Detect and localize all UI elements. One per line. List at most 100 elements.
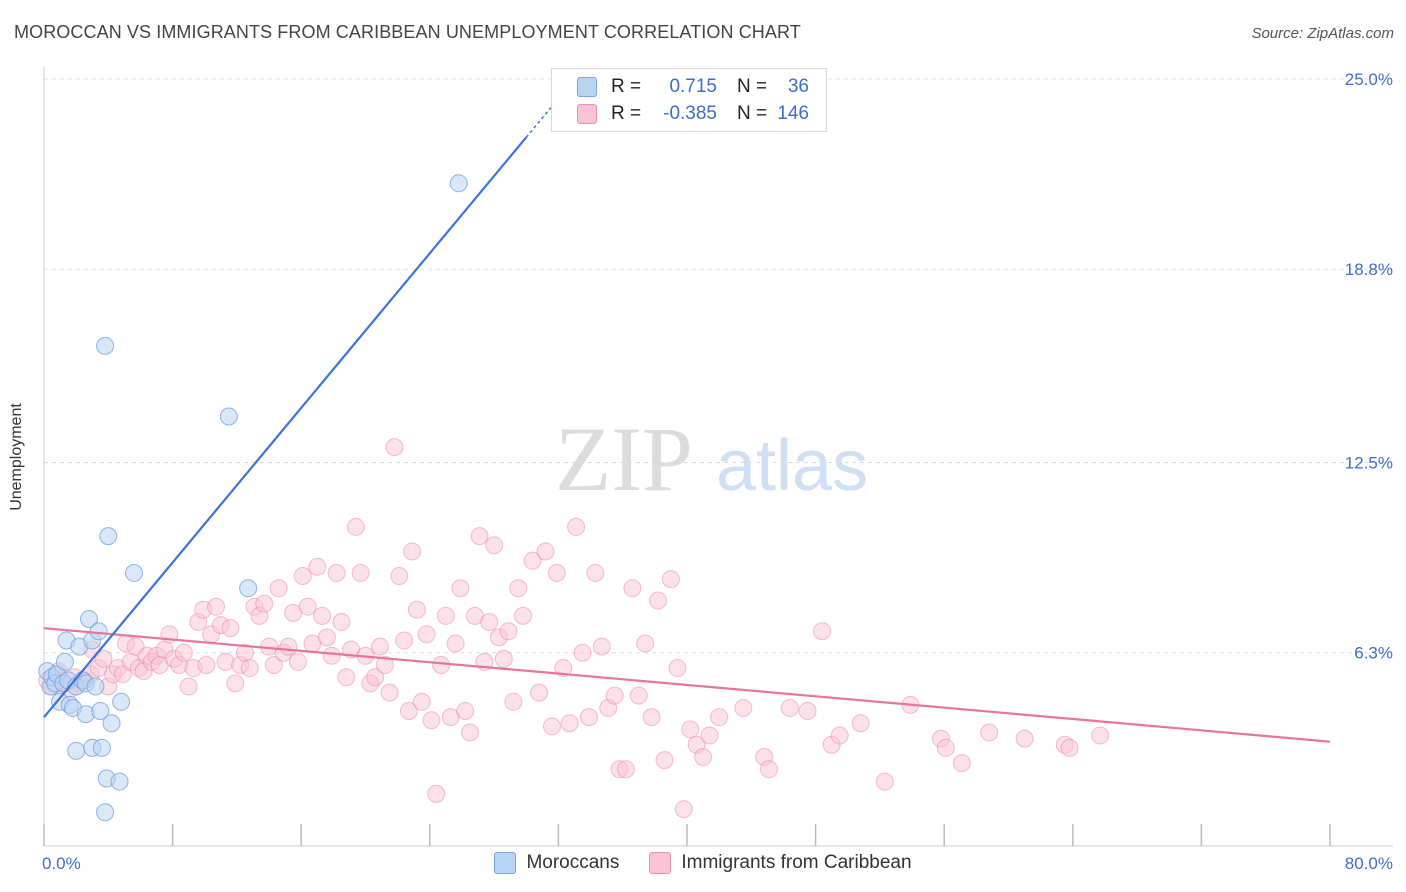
moroccan-point bbox=[86, 677, 105, 696]
caribbean-point bbox=[694, 748, 713, 767]
caribbean-point bbox=[700, 726, 719, 745]
legend-item-moroccans[interactable]: Moroccans bbox=[494, 852, 619, 874]
legend-item-caribbean[interactable]: Immigrants from Caribbean bbox=[649, 852, 912, 874]
watermark-zip: ZIP bbox=[555, 408, 693, 510]
caribbean-point bbox=[207, 597, 226, 616]
stats-swatch-moroccans bbox=[577, 77, 597, 97]
caribbean-point bbox=[623, 579, 642, 598]
legend: Moroccans Immigrants from Caribbean bbox=[0, 852, 1406, 874]
caribbean-point bbox=[432, 655, 451, 674]
caribbean-point bbox=[370, 637, 389, 656]
n-label: N = bbox=[737, 76, 768, 97]
moroccan-point bbox=[96, 336, 115, 355]
caribbean-point bbox=[547, 563, 566, 582]
caribbean-point bbox=[427, 784, 446, 803]
caribbean-point bbox=[542, 717, 561, 736]
legend-swatch-caribbean bbox=[649, 852, 672, 874]
watermark-atlas: atlas bbox=[716, 426, 868, 506]
moroccan-point bbox=[125, 563, 144, 582]
caribbean-point bbox=[264, 655, 283, 674]
caribbean-point bbox=[586, 563, 605, 582]
caribbean-point bbox=[780, 698, 799, 717]
caribbean-point bbox=[351, 563, 370, 582]
caribbean-point bbox=[456, 702, 475, 721]
caribbean-point bbox=[485, 536, 504, 555]
caribbean-point bbox=[759, 760, 778, 779]
caribbean-point bbox=[649, 591, 668, 610]
caribbean-point bbox=[509, 579, 528, 598]
grid-lines bbox=[44, 78, 1393, 654]
caribbean-point bbox=[375, 655, 394, 674]
caribbean-point bbox=[317, 628, 336, 647]
moroccan-point bbox=[239, 579, 258, 598]
trend-lines bbox=[43, 98, 1331, 743]
tick-labels: 6.3% 12.5% 18.8% 25.0% 0.0% 80.0% bbox=[42, 70, 1393, 873]
r-value: 0.715 bbox=[669, 76, 717, 97]
caribbean-point bbox=[240, 659, 259, 678]
caribbean-point bbox=[936, 738, 955, 757]
moroccan-trend-extension bbox=[525, 98, 559, 138]
caribbean-point bbox=[385, 438, 404, 457]
caribbean-point bbox=[308, 557, 327, 576]
caribbean-point bbox=[875, 772, 894, 791]
r-label: R = bbox=[611, 76, 642, 97]
y-axis-label: Unemployment bbox=[8, 403, 25, 511]
caribbean-point bbox=[465, 606, 484, 625]
caribbean-point bbox=[851, 714, 870, 733]
axes bbox=[43, 66, 1393, 847]
caribbean-point bbox=[460, 723, 479, 742]
caribbean-point bbox=[436, 606, 455, 625]
caribbean-point bbox=[179, 677, 198, 696]
caribbean-point bbox=[470, 527, 489, 546]
legend-swatch-moroccans bbox=[494, 852, 517, 874]
caribbean-trend-line bbox=[43, 627, 1331, 743]
caribbean-point bbox=[279, 637, 298, 656]
caribbean-point bbox=[573, 643, 592, 662]
legend-label-moroccans: Moroccans bbox=[526, 852, 620, 873]
caribbean-point bbox=[1091, 726, 1110, 745]
caribbean-point bbox=[710, 708, 729, 727]
stats-row-caribbean: R = -0.385 N = 146 bbox=[577, 101, 809, 127]
x-tick-label: 0.0% bbox=[42, 854, 81, 873]
moroccan-point bbox=[102, 714, 121, 733]
caribbean-point bbox=[451, 579, 470, 598]
caribbean-point bbox=[417, 625, 436, 644]
watermark: ZIP atlas bbox=[555, 408, 868, 510]
caribbean-point bbox=[579, 708, 598, 727]
caribbean-point bbox=[113, 665, 132, 684]
chart-title: MOROCCAN VS IMMIGRANTS FROM CARIBBEAN UN… bbox=[14, 22, 801, 42]
caribbean-point bbox=[412, 692, 431, 711]
caribbean-point bbox=[605, 686, 624, 705]
caribbean-point bbox=[380, 683, 399, 702]
caribbean-point bbox=[174, 643, 193, 662]
caribbean-point bbox=[395, 631, 414, 650]
caribbean-point bbox=[94, 649, 113, 668]
x-tick-label: 80.0% bbox=[1345, 854, 1393, 873]
caribbean-point bbox=[313, 606, 332, 625]
moroccan-point bbox=[80, 609, 99, 628]
caribbean-point bbox=[661, 570, 680, 589]
caribbean-point bbox=[1015, 729, 1034, 748]
r-value: -0.385 bbox=[663, 103, 717, 124]
caribbean-point bbox=[337, 668, 356, 687]
n-value: 36 bbox=[787, 76, 809, 97]
moroccan-point bbox=[99, 527, 118, 546]
moroccan-point bbox=[92, 738, 111, 757]
moroccan-point bbox=[96, 803, 115, 822]
y-tick-label: 25.0% bbox=[1345, 70, 1393, 89]
stats-row-moroccans: R = 0.715 N = 36 bbox=[577, 74, 809, 100]
moroccan-trend-line bbox=[43, 136, 528, 718]
caribbean-point bbox=[668, 659, 687, 678]
caribbean-point bbox=[674, 800, 693, 819]
caribbean-point bbox=[126, 637, 145, 656]
legend-label-caribbean: Immigrants from Caribbean bbox=[681, 852, 912, 873]
caribbean-point bbox=[554, 659, 573, 678]
caribbean-point bbox=[480, 613, 499, 632]
moroccan-point bbox=[91, 702, 110, 721]
stats-swatch-caribbean bbox=[577, 104, 597, 124]
caribbean-point bbox=[681, 720, 700, 739]
caribbean-point bbox=[980, 723, 999, 742]
caribbean-point bbox=[523, 551, 542, 570]
moroccan-points bbox=[38, 174, 468, 822]
